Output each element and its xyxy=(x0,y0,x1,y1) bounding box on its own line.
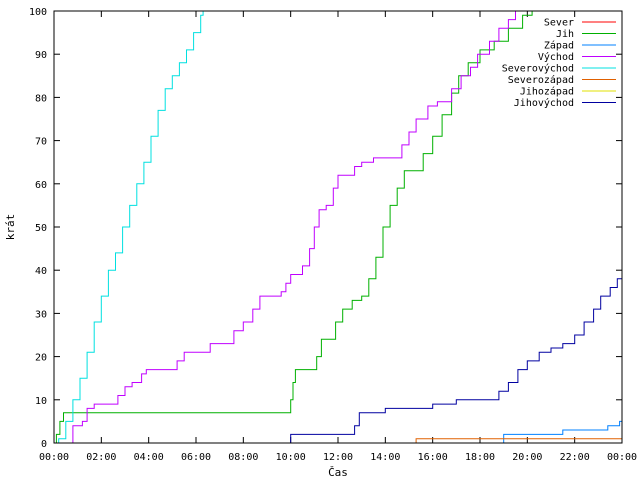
y-tick-label: 100 xyxy=(29,7,47,18)
legend-label-sever: Sever xyxy=(544,18,574,29)
legend-label-severovychod: Severovýchod xyxy=(502,63,574,75)
y-tick-label: 0 xyxy=(41,439,47,450)
series-line-jihovychod xyxy=(54,278,622,444)
legend-label-severozapad: Severozápad xyxy=(508,74,574,86)
x-tick-label: 14:00 xyxy=(370,452,400,463)
y-tick-label: 90 xyxy=(35,50,47,61)
x-tick-label: 20:00 xyxy=(512,452,542,463)
legend-label-vychod: Východ xyxy=(538,51,574,63)
x-tick-label: 02:00 xyxy=(86,452,116,463)
x-tick-label: 16:00 xyxy=(418,452,448,463)
y-tick-labels: 0 10 20 30 40 50 60 70 80 90 100 xyxy=(29,7,47,450)
x-tick-label: 22:00 xyxy=(560,452,590,463)
y-tick-label: 20 xyxy=(35,353,47,364)
legend-label-jihovychod: Jihovýchod xyxy=(514,97,574,109)
x-tick-label: 00:00 xyxy=(39,452,69,463)
x-tick-label: 12:00 xyxy=(323,452,353,463)
y-tick-label: 70 xyxy=(35,137,47,148)
plot-frame xyxy=(53,10,623,444)
x-tick-label: 18:00 xyxy=(465,452,495,463)
y-axis-title: krát xyxy=(4,214,17,241)
x-tick-label: 00:00 xyxy=(607,452,637,463)
series-line-severovychod xyxy=(54,10,622,444)
series-line-vychod xyxy=(54,10,622,444)
x-tick-label: 04:00 xyxy=(134,452,164,463)
legend: SeverJihZápadVýchodSeverovýchodSeverozáp… xyxy=(502,18,616,109)
legend-label-jihozapad: Jihozápad xyxy=(520,86,574,98)
legend-label-zapad: Západ xyxy=(544,40,574,52)
y-tick-label: 10 xyxy=(35,396,47,407)
x-tick-label: 06:00 xyxy=(181,452,211,463)
y-tick-label: 30 xyxy=(35,309,47,320)
series-line-jih xyxy=(54,10,622,444)
x-tick-labels: 00:00 02:00 04:00 06:00 08:00 10:00 12:00 14:00… xyxy=(39,452,637,463)
y-tick-label: 40 xyxy=(35,266,47,277)
x-tick-label: 10:00 xyxy=(276,452,306,463)
y-tick-label: 80 xyxy=(35,93,47,104)
legend-label-jih: Jih xyxy=(556,29,574,40)
y-tick-label: 50 xyxy=(35,223,47,234)
y-tick-label: 60 xyxy=(35,180,47,191)
x-axis-title: Čas xyxy=(328,466,348,479)
x-tick-label: 08:00 xyxy=(228,452,258,463)
